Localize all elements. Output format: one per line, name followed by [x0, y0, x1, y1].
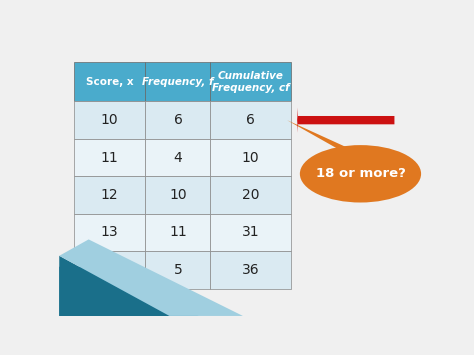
FancyBboxPatch shape: [74, 139, 146, 176]
FancyBboxPatch shape: [74, 251, 146, 289]
Text: 12: 12: [101, 188, 118, 202]
Text: Score, x: Score, x: [86, 77, 134, 87]
Polygon shape: [59, 256, 169, 316]
Text: 10: 10: [169, 188, 187, 202]
FancyBboxPatch shape: [74, 62, 146, 102]
Text: 18 or more?: 18 or more?: [316, 167, 405, 180]
Text: 11: 11: [101, 151, 118, 165]
FancyBboxPatch shape: [74, 214, 146, 251]
Text: 20: 20: [242, 188, 259, 202]
FancyBboxPatch shape: [210, 214, 291, 251]
Text: Frequency, f: Frequency, f: [142, 77, 214, 87]
Text: 4: 4: [173, 151, 182, 165]
FancyBboxPatch shape: [210, 176, 291, 214]
FancyBboxPatch shape: [210, 251, 291, 289]
FancyBboxPatch shape: [74, 102, 146, 139]
FancyBboxPatch shape: [74, 176, 146, 214]
FancyBboxPatch shape: [146, 139, 210, 176]
Text: 36: 36: [242, 263, 259, 277]
Text: 14: 14: [101, 263, 118, 277]
Text: 31: 31: [242, 225, 259, 240]
FancyBboxPatch shape: [210, 62, 291, 102]
Polygon shape: [59, 267, 199, 316]
Polygon shape: [59, 239, 243, 316]
FancyBboxPatch shape: [146, 176, 210, 214]
Text: 6: 6: [173, 113, 182, 127]
Polygon shape: [287, 120, 357, 152]
Ellipse shape: [300, 145, 421, 202]
Text: 10: 10: [242, 151, 259, 165]
FancyBboxPatch shape: [210, 102, 291, 139]
Text: Cumulative
Frequency, cf: Cumulative Frequency, cf: [212, 71, 290, 93]
FancyBboxPatch shape: [146, 102, 210, 139]
FancyBboxPatch shape: [146, 251, 210, 289]
Text: 11: 11: [169, 225, 187, 240]
Text: 10: 10: [101, 113, 118, 127]
Text: 5: 5: [173, 263, 182, 277]
Text: 6: 6: [246, 113, 255, 127]
FancyBboxPatch shape: [146, 214, 210, 251]
Text: 13: 13: [101, 225, 118, 240]
FancyBboxPatch shape: [146, 62, 210, 102]
FancyBboxPatch shape: [210, 139, 291, 176]
